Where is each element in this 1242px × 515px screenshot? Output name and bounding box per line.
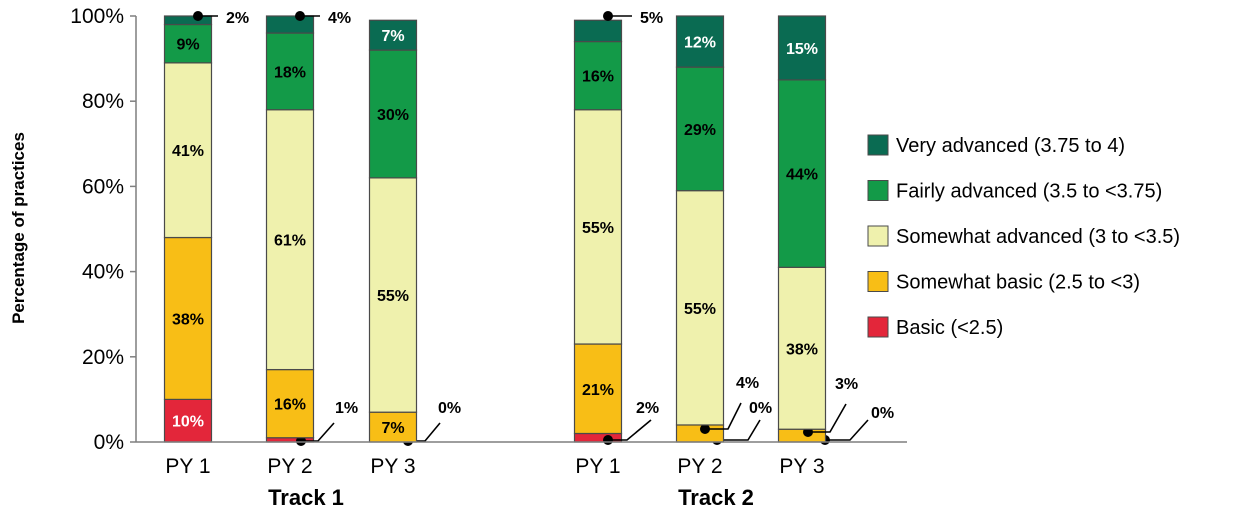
leader-dot (193, 11, 203, 21)
x-tick-label: PY 3 (370, 455, 415, 478)
data-label: 9% (176, 37, 199, 54)
data-label: 30% (377, 107, 409, 124)
y-tick-label: 40% (82, 261, 124, 284)
data-label: 18% (274, 64, 306, 81)
data-label: 0% (749, 400, 772, 417)
data-label: 44% (786, 167, 818, 184)
x-tick-label: PY 1 (165, 455, 210, 478)
group-label: Track 2 (678, 485, 754, 510)
data-label: 55% (684, 301, 716, 318)
bar-segment (265, 32, 315, 111)
y-tick-label: 60% (82, 175, 124, 198)
bar-segment (573, 19, 623, 43)
data-label: 41% (172, 143, 204, 160)
legend: Very advanced (3.75 to 4) Fairly advanced… (867, 134, 1180, 339)
bar-segment (777, 428, 827, 443)
bar-segment (163, 15, 213, 26)
data-label: 16% (274, 397, 306, 414)
data-label: 16% (582, 69, 614, 86)
y-tick-label: 80% (82, 90, 124, 113)
data-label: 55% (582, 220, 614, 237)
bar-segment (368, 49, 418, 179)
bar-segment (777, 79, 827, 268)
leader-line (808, 403, 847, 433)
data-label: 4% (736, 375, 759, 392)
x-tick-label: PY 3 (779, 455, 824, 478)
data-label: 38% (172, 311, 204, 328)
leader-line (705, 402, 742, 430)
plot-area: 0% 20% 40% 60% 80% 100% 10% 38% 41% 9% 2% PY 1 1% 16%… (70, 5, 907, 510)
x-tick-label: PY 1 (575, 455, 620, 478)
data-label: 5% (640, 10, 663, 27)
y-tick-label: 20% (82, 346, 124, 369)
legend-label: Very advanced (3.75 to 4) (896, 135, 1125, 157)
leader-line (717, 419, 761, 441)
data-label: 10% (172, 414, 204, 431)
leader-line (825, 419, 869, 441)
data-label: 15% (786, 41, 818, 58)
data-label: 0% (438, 400, 461, 417)
data-label: 61% (274, 233, 306, 250)
leader-line (608, 419, 652, 441)
legend-label: Basic (<2.5) (896, 317, 1003, 339)
bar-segment (163, 236, 213, 401)
data-label: 1% (335, 400, 358, 417)
x-tick-label: PY 2 (267, 455, 312, 478)
data-label: 12% (684, 35, 716, 52)
legend-swatch (867, 225, 889, 247)
data-label: 7% (381, 420, 404, 437)
bar-segment (163, 62, 213, 239)
leader-dot (296, 436, 306, 446)
bar-segment (675, 190, 725, 426)
legend-swatch (867, 316, 889, 338)
legend-label: Fairly advanced (3.5 to <3.75) (896, 181, 1162, 203)
data-label: 2% (226, 10, 249, 27)
bar-segment (675, 15, 725, 68)
leader-dot (603, 11, 613, 21)
y-tick-label: 0% (94, 431, 124, 454)
legend-label: Somewhat advanced (3 to <3.5) (896, 226, 1180, 248)
leader-dot (700, 424, 710, 434)
bar-segment (265, 15, 315, 34)
data-label: 2% (636, 400, 659, 417)
data-label: 38% (786, 341, 818, 358)
legend-label: Somewhat basic (2.5 to <3) (896, 272, 1140, 294)
legend-swatch (867, 134, 889, 156)
leader-dot (295, 11, 305, 21)
group-label: Track 1 (268, 485, 344, 510)
leader-line (301, 422, 335, 442)
bar-segment (777, 15, 827, 81)
bar-segment (675, 424, 725, 443)
bar-segment (163, 23, 213, 64)
bar-segment (368, 19, 418, 51)
x-tick-label: PY 2 (677, 455, 722, 478)
bar-segment (675, 66, 725, 192)
bar-segment (368, 177, 418, 413)
data-label: 0% (871, 405, 894, 422)
bar-segment (573, 40, 623, 111)
data-label: 29% (684, 122, 716, 139)
y-tick-label: 100% (70, 5, 124, 28)
leader-dot (603, 435, 613, 445)
data-label: 4% (328, 10, 351, 27)
bar-segment (777, 266, 827, 430)
data-label: 21% (582, 382, 614, 399)
y-axis-title: Percentage of practices (9, 132, 28, 324)
legend-swatch (867, 180, 889, 201)
data-label: 55% (377, 288, 409, 305)
legend-swatch (867, 271, 889, 292)
data-label: 3% (835, 376, 858, 393)
data-label: 7% (381, 28, 404, 45)
